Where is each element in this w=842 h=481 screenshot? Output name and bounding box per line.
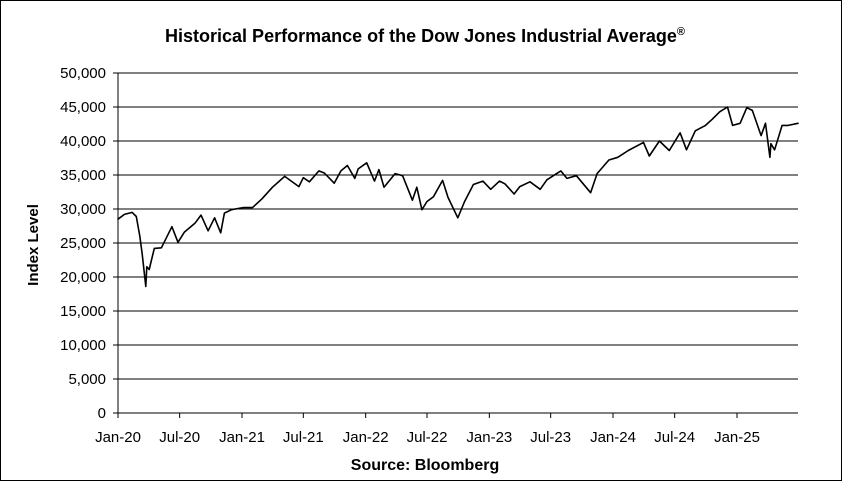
gridlines xyxy=(118,72,798,380)
x-tick-label: Jan-21 xyxy=(219,429,265,446)
y-tick-label: 30,000 xyxy=(60,201,106,218)
y-tick-label: 25,000 xyxy=(60,235,106,252)
x-tick-label: Jul-24 xyxy=(654,429,695,446)
y-tick-label: 10,000 xyxy=(60,337,106,354)
chart-title: Historical Performance of the Dow Jones … xyxy=(165,26,685,46)
y-tick-label: 5,000 xyxy=(68,371,106,388)
source-note: Source: Bloomberg xyxy=(351,457,499,474)
chart-title-registered-mark: ® xyxy=(677,26,685,38)
x-tick-label: Jan-25 xyxy=(714,429,760,446)
x-tick-label: Jul-23 xyxy=(530,429,571,446)
x-tick-label: Jul-21 xyxy=(283,429,324,446)
x-tick-label: Jul-20 xyxy=(159,429,200,446)
y-axis-title: Index Level xyxy=(25,204,42,286)
y-tick-label: 45,000 xyxy=(60,99,106,116)
y-axis-ticks: 0 5,000 10,000 15,000 20,000 25,000 30,000 35,0… xyxy=(60,65,118,422)
x-tick-label: Jan-24 xyxy=(590,429,636,446)
y-tick-label: 0 xyxy=(98,405,106,422)
y-tick-label: 20,000 xyxy=(60,269,106,286)
y-tick-label: 40,000 xyxy=(60,133,106,150)
chart-title-main: Historical Performance of the Dow Jones … xyxy=(165,26,677,46)
x-axis-ticks: Jan-20 Jul-20 Jan-21 Jul-21 Jan-22 Jul-22 Jan-… xyxy=(95,413,760,446)
series-lines xyxy=(117,106,799,288)
series-line-dow-jones xyxy=(117,106,799,288)
y-tick-label: 15,000 xyxy=(60,303,106,320)
y-tick-label: 50,000 xyxy=(60,65,106,82)
x-tick-label: Jan-22 xyxy=(343,429,389,446)
x-tick-label: Jan-20 xyxy=(95,429,141,446)
x-tick-label: Jan-23 xyxy=(466,429,512,446)
x-tick-label: Jul-22 xyxy=(407,429,448,446)
y-tick-label: 35,000 xyxy=(60,167,106,184)
